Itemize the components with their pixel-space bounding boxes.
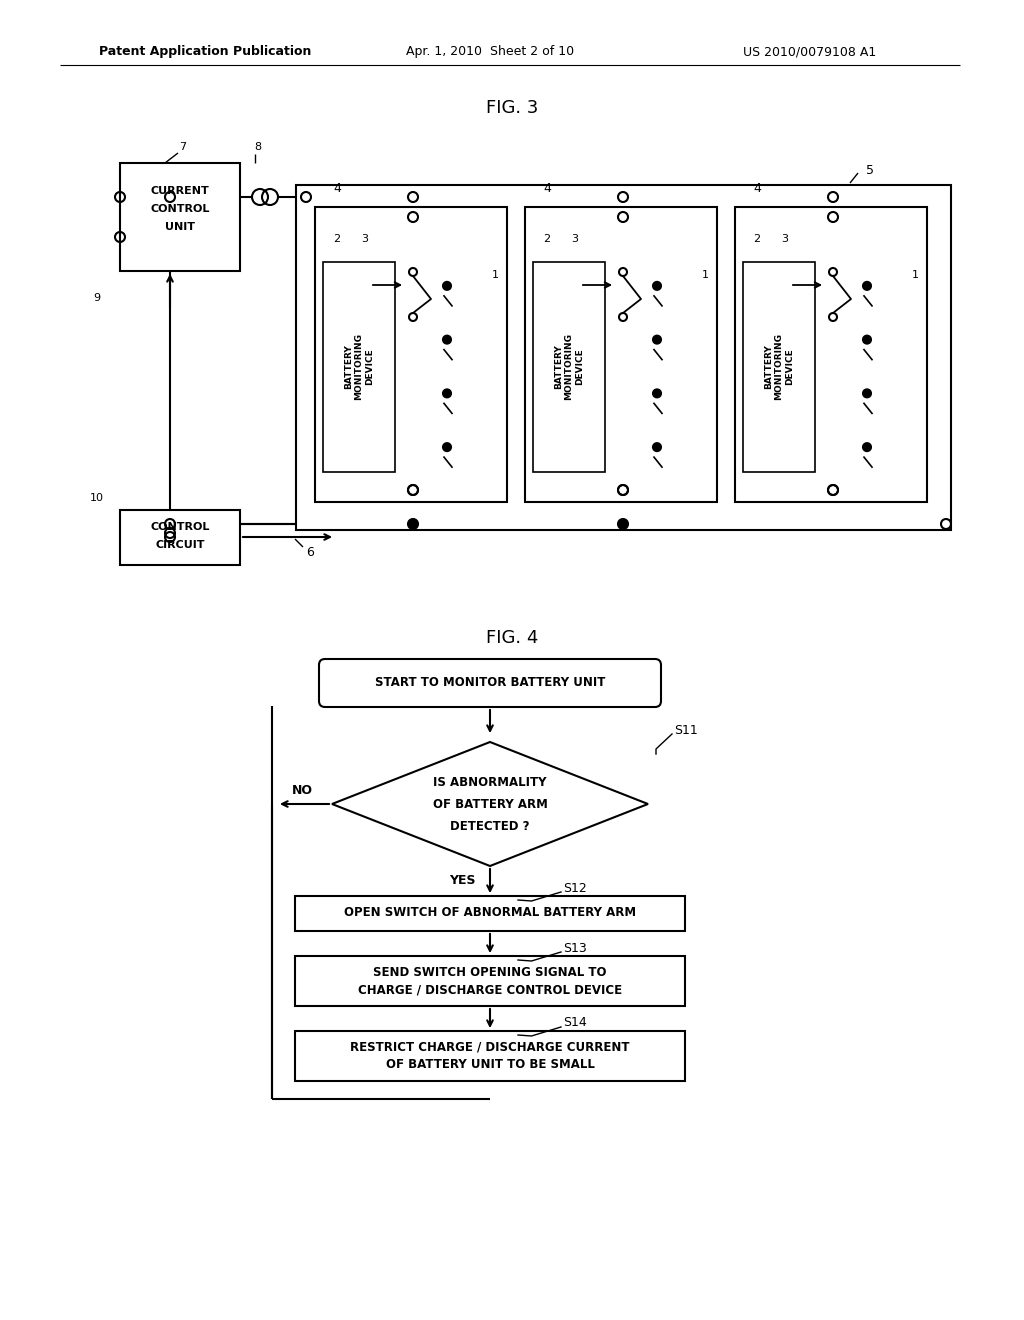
Circle shape (863, 335, 871, 343)
Text: S12: S12 (563, 882, 587, 895)
Text: BATTERY
MONITORING
DEVICE: BATTERY MONITORING DEVICE (344, 334, 374, 400)
Text: 4: 4 (333, 182, 341, 195)
Text: S13: S13 (563, 941, 587, 954)
Text: 4: 4 (753, 182, 761, 195)
Text: 1: 1 (701, 271, 709, 280)
Text: OF BATTERY UNIT TO BE SMALL: OF BATTERY UNIT TO BE SMALL (386, 1059, 595, 1072)
Bar (295, 956, 685, 1006)
Text: FIG. 3: FIG. 3 (485, 99, 539, 117)
Text: 6: 6 (306, 545, 314, 558)
Text: UNIT: UNIT (165, 222, 195, 232)
Bar (295, 1031, 685, 1081)
Circle shape (443, 444, 451, 451)
Text: Apr. 1, 2010  Sheet 2 of 10: Apr. 1, 2010 Sheet 2 of 10 (406, 45, 574, 58)
Circle shape (863, 444, 871, 451)
Text: START TO MONITOR BATTERY UNIT: START TO MONITOR BATTERY UNIT (375, 676, 605, 689)
Circle shape (653, 444, 662, 451)
Text: FIG. 4: FIG. 4 (485, 630, 539, 647)
Bar (120, 510, 240, 565)
Circle shape (653, 335, 662, 343)
Text: YES: YES (449, 874, 475, 887)
Text: 10: 10 (90, 492, 104, 503)
Circle shape (443, 282, 451, 290)
Text: CONTROL: CONTROL (151, 521, 210, 532)
Bar (295, 896, 685, 931)
Text: 3: 3 (781, 234, 788, 244)
Text: 4: 4 (543, 182, 551, 195)
Bar (534, 261, 605, 473)
Circle shape (863, 389, 871, 397)
Circle shape (443, 335, 451, 343)
Bar (743, 261, 815, 473)
Text: 1: 1 (492, 271, 499, 280)
Circle shape (443, 389, 451, 397)
Bar (120, 162, 240, 271)
Circle shape (408, 519, 418, 529)
Circle shape (863, 282, 871, 290)
Text: 7: 7 (179, 143, 186, 152)
Text: 9: 9 (93, 293, 100, 304)
Text: 2: 2 (754, 234, 761, 244)
Text: 8: 8 (254, 143, 261, 152)
Text: 2: 2 (334, 234, 341, 244)
Text: OF BATTERY ARM: OF BATTERY ARM (432, 797, 548, 810)
Text: SEND SWITCH OPENING SIGNAL TO: SEND SWITCH OPENING SIGNAL TO (374, 965, 607, 978)
Text: 1: 1 (911, 271, 919, 280)
Bar (735, 207, 927, 502)
Circle shape (653, 389, 662, 397)
Polygon shape (332, 742, 648, 866)
Circle shape (618, 519, 628, 529)
Bar (296, 185, 951, 531)
Text: US 2010/0079108 A1: US 2010/0079108 A1 (743, 45, 877, 58)
Text: BATTERY
MONITORING
DEVICE: BATTERY MONITORING DEVICE (554, 334, 584, 400)
Bar (315, 207, 507, 502)
Bar (323, 261, 395, 473)
Text: 3: 3 (361, 234, 369, 244)
Bar (525, 207, 717, 502)
Text: 2: 2 (544, 234, 551, 244)
Text: RESTRICT CHARGE / DISCHARGE CURRENT: RESTRICT CHARGE / DISCHARGE CURRENT (350, 1040, 630, 1053)
Circle shape (653, 282, 662, 290)
Text: BATTERY
MONITORING
DEVICE: BATTERY MONITORING DEVICE (764, 334, 794, 400)
Text: CONTROL: CONTROL (151, 205, 210, 214)
FancyBboxPatch shape (319, 659, 662, 708)
Text: 5: 5 (866, 164, 874, 177)
Text: S14: S14 (563, 1016, 587, 1030)
Text: Patent Application Publication: Patent Application Publication (98, 45, 311, 58)
Text: S11: S11 (674, 723, 698, 737)
Text: NO: NO (292, 784, 312, 797)
Text: IS ABNORMALITY: IS ABNORMALITY (433, 776, 547, 788)
Text: CHARGE / DISCHARGE CONTROL DEVICE: CHARGE / DISCHARGE CONTROL DEVICE (358, 983, 622, 997)
Text: 3: 3 (571, 234, 579, 244)
Text: CIRCUIT: CIRCUIT (156, 540, 205, 550)
Text: DETECTED ?: DETECTED ? (451, 820, 529, 833)
Text: CURRENT: CURRENT (151, 186, 209, 195)
Text: OPEN SWITCH OF ABNORMAL BATTERY ARM: OPEN SWITCH OF ABNORMAL BATTERY ARM (344, 907, 636, 920)
